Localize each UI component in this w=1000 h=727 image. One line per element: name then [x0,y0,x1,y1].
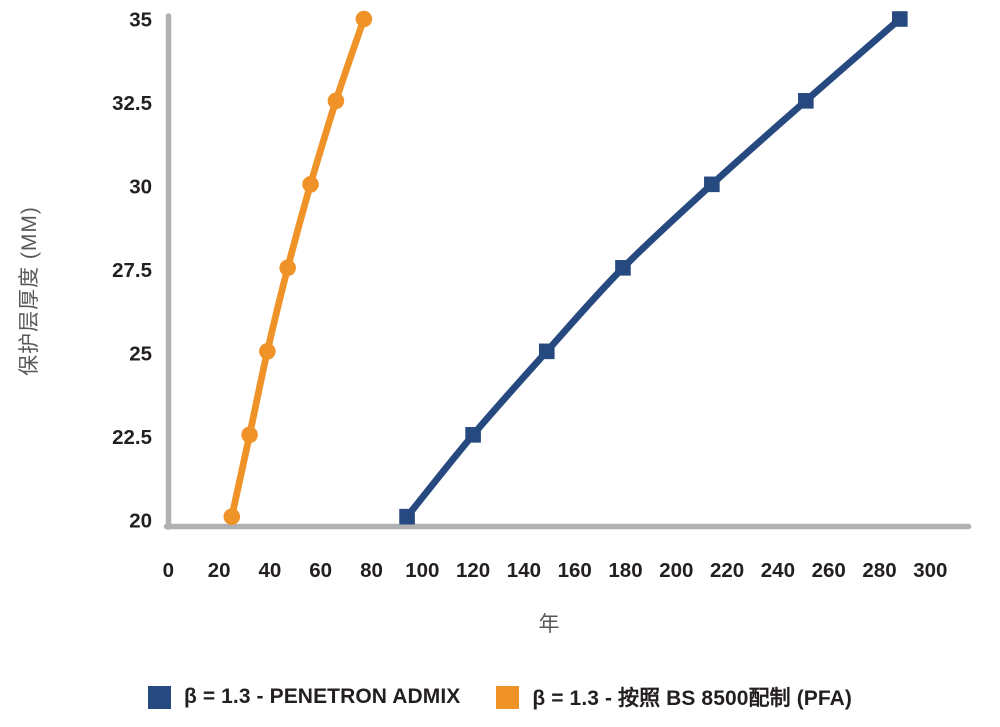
y-tick-label: 30 [129,176,152,199]
series-line-0 [403,15,904,521]
data-point-square [892,11,908,27]
x-tick-label: 300 [913,559,947,582]
x-tick-label: 40 [258,559,281,582]
y-tick-label: 25 [129,343,152,366]
legend-item-bs8500-pfa: β = 1.3 - 按照 BS 8500配制 (PFA) [496,682,852,712]
data-point-circle [355,10,373,28]
data-point-square [538,343,555,360]
legend-swatch-penetron-admix-icon [147,685,171,709]
data-point-circle [279,259,296,277]
data-point-square [399,508,415,525]
y-tick-label: 27.5 [112,259,152,282]
data-point-circle [327,92,345,110]
data-point-square [798,93,814,109]
x-tick-label: 260 [812,559,846,582]
legend-label-penetron-admix: β = 1.3 - PENETRON ADMIX [183,685,461,708]
x-tick-label: 20 [208,559,231,582]
x-tick-label: 220 [710,559,744,582]
x-tick-label: 240 [761,559,795,582]
legend-swatch-bs8500-pfa-icon [496,685,520,709]
x-tick-label: 280 [862,559,896,582]
y-tick-label: 32.5 [112,92,152,115]
x-tick-label: 80 [360,559,383,582]
x-tick-label: 120 [456,559,490,582]
legend: β = 1.3 - PENETRON ADMIX β = 1.3 - 按照 BS… [0,682,1000,712]
data-point-circle [259,343,276,360]
data-point-circle [223,508,241,525]
y-tick-label: 35 [129,9,152,32]
legend-label-bs8500-pfa: β = 1.3 - 按照 BS 8500配制 (PFA) [532,687,853,710]
legend-item-penetron-admix: β = 1.3 - PENETRON ADMIX [147,685,461,709]
y-axis-title: 保护层厚度 (MM) [18,206,41,376]
y-tick-label: 22.5 [112,426,152,449]
data-point-circle [302,176,319,193]
plot-area: 0 20 40 60 80 100 120 140 160 180 200 220 240 260 280 3… [112,9,972,582]
data-point-circle [241,426,258,444]
x-axis-title: 年 [538,613,560,636]
x-tick-label: 60 [309,559,332,582]
x-tick-label: 100 [405,559,439,582]
x-tick-label: 200 [659,559,693,582]
x-tick-label: 140 [507,559,541,582]
x-tick-label: 160 [558,559,592,582]
data-point-square [465,427,481,443]
x-tick-label: 0 [163,559,174,582]
data-point-square [704,176,720,193]
data-point-square [615,260,631,276]
x-tick-label: 180 [608,559,642,582]
y-tick-label: 20 [129,510,152,533]
